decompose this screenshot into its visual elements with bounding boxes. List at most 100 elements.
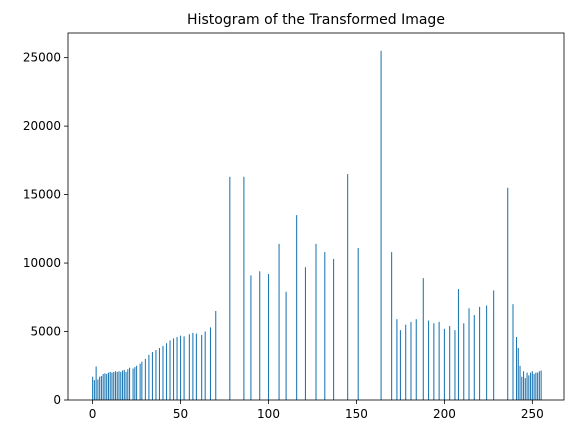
histogram-bar	[278, 243, 280, 400]
histogram-bar	[122, 370, 124, 400]
histogram-bar	[229, 176, 231, 400]
histogram-bar	[151, 352, 153, 400]
histogram-bar	[188, 334, 190, 400]
histogram-bar	[120, 371, 122, 400]
histogram-bar	[173, 338, 175, 400]
histogram-bar	[296, 215, 298, 400]
x-tick-label: 150	[345, 407, 368, 421]
histogram-bar	[515, 337, 518, 400]
x-axis: 0 50 100 150 200 250	[89, 400, 544, 421]
histogram-bar	[107, 372, 109, 400]
histogram-bar	[132, 368, 134, 400]
histogram-bar	[531, 371, 533, 400]
histogram-bar	[155, 350, 157, 400]
histogram-bar	[533, 373, 535, 400]
histogram-bar	[136, 365, 138, 400]
histogram-bar	[204, 331, 206, 400]
y-tick-label: 5000	[30, 325, 61, 339]
histogram-bar	[123, 369, 125, 400]
histogram-bar	[201, 334, 203, 400]
histogram-bar	[114, 371, 117, 400]
histogram-bar	[148, 354, 150, 400]
histogram-bar	[162, 345, 164, 400]
histogram-bar	[95, 366, 97, 400]
histogram-bar	[250, 275, 252, 400]
histogram-bar	[537, 372, 539, 400]
histogram-bar	[215, 310, 217, 400]
y-tick-label: 10000	[23, 256, 61, 270]
histogram-bar	[333, 258, 335, 400]
histogram-bar	[129, 367, 131, 400]
histogram-bar	[109, 371, 111, 400]
histogram-bar	[304, 267, 306, 400]
histogram-bar	[180, 335, 182, 400]
histogram-bar	[538, 371, 540, 400]
histogram-bar	[116, 371, 118, 400]
histogram-bar	[443, 328, 445, 400]
histogram-bar	[158, 347, 160, 400]
histogram-bar	[433, 323, 435, 400]
histogram-bar	[139, 363, 141, 400]
histogram-bar	[526, 372, 528, 400]
histogram-bar	[195, 333, 197, 400]
y-axis: 0 5000 10000 15000 20000 25000	[23, 51, 68, 407]
histogram-bar	[169, 340, 171, 400]
histogram-bar	[267, 274, 270, 400]
histogram-bar	[134, 367, 136, 400]
histogram-bar	[92, 376, 94, 400]
bars-group	[92, 50, 542, 401]
x-tick-label: 50	[173, 407, 188, 421]
histogram-bar	[106, 373, 108, 400]
histogram-bar	[473, 315, 475, 400]
histogram-bar	[113, 371, 115, 400]
histogram-bar	[100, 376, 102, 400]
x-tick-label: 0	[89, 407, 97, 421]
histogram-bar	[507, 187, 509, 400]
histogram-bar	[183, 336, 185, 400]
histogram-bar	[422, 278, 424, 400]
histogram-bar	[347, 174, 349, 400]
histogram-bar	[438, 321, 440, 400]
histogram-bar	[324, 252, 326, 400]
histogram-bar	[141, 361, 143, 400]
x-tick-label: 100	[257, 407, 280, 421]
histogram-bar	[454, 330, 456, 400]
histogram-bar	[486, 305, 488, 400]
histogram-bar	[243, 176, 245, 400]
chart-title: Histogram of the Transformed Image	[187, 12, 445, 28]
histogram-bar	[428, 320, 430, 400]
histogram-bar	[118, 371, 120, 400]
histogram-bar	[479, 306, 481, 400]
histogram-bar	[535, 372, 537, 400]
x-tick-label: 250	[521, 407, 544, 421]
histogram-bar	[165, 343, 168, 400]
histogram-bar	[380, 50, 382, 401]
histogram-bar	[523, 371, 525, 400]
histogram-bar	[512, 304, 514, 400]
histogram-bar	[144, 358, 146, 400]
histogram-bar	[457, 289, 459, 400]
histogram-bar	[99, 376, 101, 400]
histogram-bar	[410, 321, 412, 400]
histogram-bar	[259, 271, 261, 400]
histogram-bar	[391, 252, 393, 400]
y-tick-label: 15000	[23, 188, 61, 202]
histogram-bar	[493, 290, 495, 400]
histogram-bar	[415, 319, 417, 400]
histogram-bar	[540, 370, 542, 400]
histogram-bar	[399, 330, 401, 400]
histogram-bar	[449, 326, 451, 400]
histogram-bar	[102, 373, 104, 400]
y-tick-label: 0	[53, 393, 61, 407]
histogram-bar	[104, 373, 106, 400]
histogram-bar	[192, 332, 194, 400]
histogram-bar	[285, 291, 287, 400]
histogram-bar	[176, 337, 178, 400]
histogram-bar	[519, 365, 521, 400]
histogram-bar	[396, 319, 398, 400]
histogram-bar	[125, 371, 127, 400]
histogram-bar	[111, 372, 113, 400]
histogram-bar	[97, 379, 99, 400]
histogram-bar	[468, 308, 470, 400]
